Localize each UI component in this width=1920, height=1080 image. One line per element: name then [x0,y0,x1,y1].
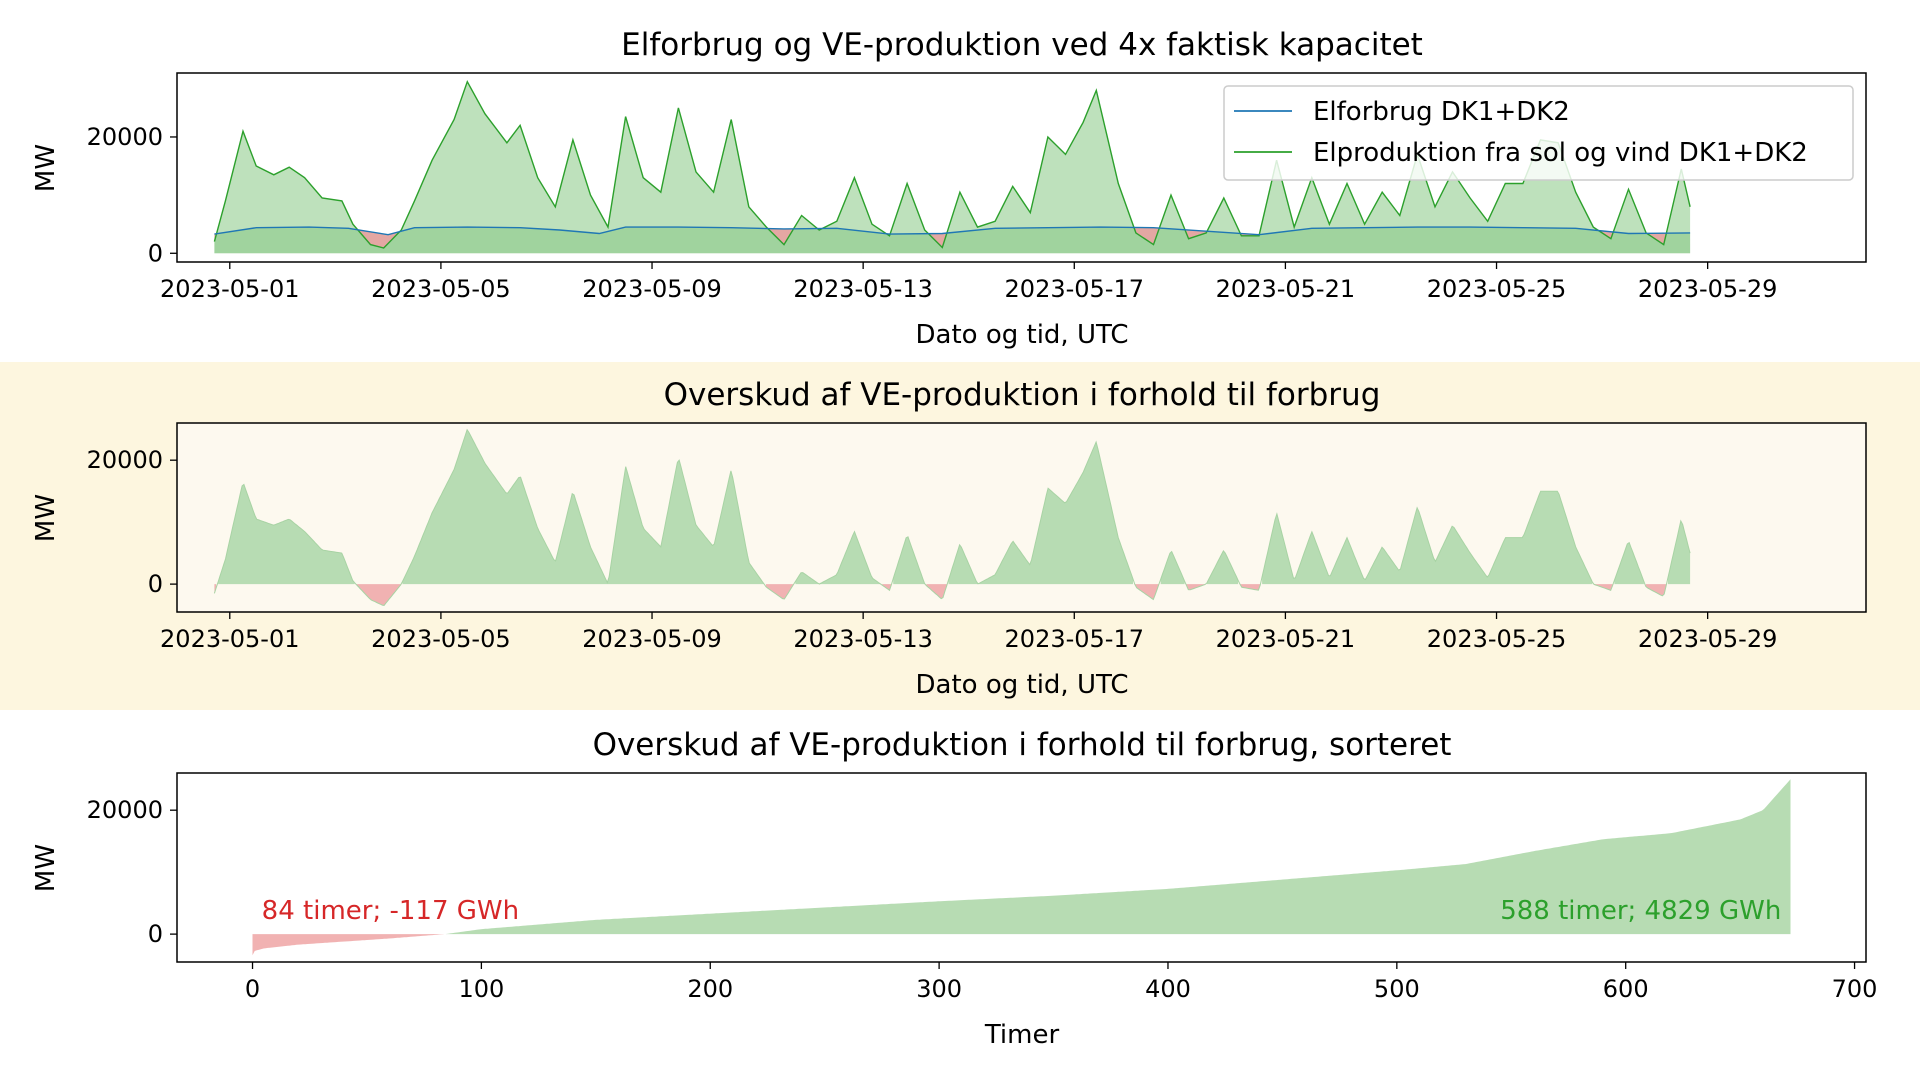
chart1-xtick-label: 2023-05-25 [1427,275,1566,303]
chart2-ytick-label: 20000 [87,446,163,474]
chart3-ytick-label: 20000 [87,796,163,824]
surplus-positive-area [1160,551,1185,585]
chart2-xtick-label: 2023-05-13 [793,625,932,653]
production-area [214,82,1691,254]
chart2-ticks: 2023-05-01 2023-05-05 2023-05-09 2023-05-13… [87,446,1778,653]
surplus-negative-area [1240,584,1261,591]
chart1-legend: Elforbrug DK1+DK2 Elproduktion fra sol o… [1223,85,1854,181]
deficit-area [1647,233,1667,244]
chart3-xtick-label: 200 [687,975,733,1003]
chart2-xlabel: Dato og tid, UTC [916,670,1129,700]
chart-surplus-sorted: Overskud af VE-produktion i forhold til … [31,727,1877,1050]
chart3-xtick-label: 400 [1145,975,1191,1003]
chart1-frame [176,72,1867,263]
surplus-negative-area [926,584,947,599]
consumption-area [214,227,1691,254]
consumption-line [214,226,1691,236]
chart2-xtick-label: 2023-05-01 [160,625,299,653]
deficit-area [930,233,947,247]
sorted-negative-area [252,934,444,956]
sorted-positive-area [445,779,1791,935]
chart2-xtick-label: 2023-05-29 [1638,625,1777,653]
chart1-ytick-label: 20000 [87,123,163,151]
chart3-ylabel: MW [31,844,61,892]
chart3-xlabel: Timer [984,1020,1060,1050]
chart1-legend-label-production: Elproduktion fra sol og vind DK1+DK2 [1313,138,1808,168]
chart2-marks [213,428,1691,606]
chart2-xtick-label: 2023-05-17 [1005,625,1144,653]
chart1-marks [213,79,1691,254]
chart2-xtick-label: 2023-05-09 [582,625,721,653]
deficit-area [1134,227,1159,245]
deficit-area [358,229,399,248]
chart1-xtick-label: 2023-05-01 [160,275,299,303]
chart3-xtick-label: 700 [1832,975,1878,1003]
surplus-positive-area [893,536,925,585]
chart3-title: Overskud af VE-produktion i forhold til … [593,727,1452,763]
deficit-area [1599,230,1613,239]
surplus-negative-area [1134,584,1159,600]
surplus-outline [213,428,1691,606]
surplus-positive-area [948,442,1133,585]
chart-surplus: Overskud af VE-produktion i forhold til … [31,377,1867,700]
surplus-negative-area [882,584,892,591]
chart1-xtick-label: 2023-05-29 [1638,275,1777,303]
deficit-area [1186,229,1207,239]
chart1-xlabel: Dato og tid, UTC [916,320,1129,350]
chart3-frame [176,772,1867,963]
chart1-ticks: 2023-05-01 2023-05-05 2023-05-09 2023-05-13… [87,123,1778,303]
chart3-annotation-surplus: 588 timer; 4829 GWh [1500,896,1781,926]
chart1-legend-label-consumption: Elforbrug DK1+DK2 [1313,97,1570,127]
chart3-annotations: 84 timer; -117 GWh 588 timer; 4829 GWh [262,896,1782,926]
chart3-annotation-deficit: 84 timer; -117 GWh [262,896,519,926]
chart2-frame [176,422,1867,613]
surplus-positive-area [1614,542,1644,585]
chart2-xtick-label: 2023-05-25 [1427,625,1566,653]
chart1-legend-box [1223,85,1854,181]
chart-consumption-production: Elforbrug og VE-produktion ved 4x faktis… [31,27,1867,350]
chart3-xtick-label: 500 [1374,975,1420,1003]
surplus-positive-area [1667,520,1691,585]
chart3-marks [252,779,1791,956]
chart3-xtick-label: 0 [245,975,260,1003]
surplus-positive-area [402,429,765,585]
chart3-ytick-label: 0 [148,920,163,948]
chart2-xtick-label: 2023-05-05 [371,625,510,653]
chart1-xtick-label: 2023-05-13 [793,275,932,303]
chart2-ylabel: MW [31,494,61,542]
surplus-negative-area [1645,584,1667,596]
chart1-xtick-label: 2023-05-09 [582,275,721,303]
chart1-ytick-label: 0 [148,239,163,267]
chart3-ticks: 0 100 200 300 400 500 600 700 0 20000 [87,796,1878,1003]
chart1-title: Elforbrug og VE-produktion ved 4x faktis… [621,27,1423,63]
chart3-xtick-label: 600 [1603,975,1649,1003]
chart1-xtick-label: 2023-05-21 [1216,275,1355,303]
chart1-xtick-label: 2023-05-05 [371,275,510,303]
chart2-ytick-label: 0 [148,570,163,598]
surplus-positive-area [1206,550,1239,585]
chart2-title: Overskud af VE-produktion i forhold til … [664,377,1381,413]
surplus-negative-area [356,584,401,606]
chart1-xtick-label: 2023-05-17 [1005,275,1144,303]
chart3-xtick-label: 300 [916,975,962,1003]
surplus-positive-area [1262,491,1593,585]
production-line [213,79,1691,249]
surplus-negative-area [1186,584,1205,590]
chart1-ylabel: MW [31,144,61,192]
chart2-xtick-label: 2023-05-21 [1216,625,1355,653]
chart3-xtick-label: 100 [458,975,504,1003]
